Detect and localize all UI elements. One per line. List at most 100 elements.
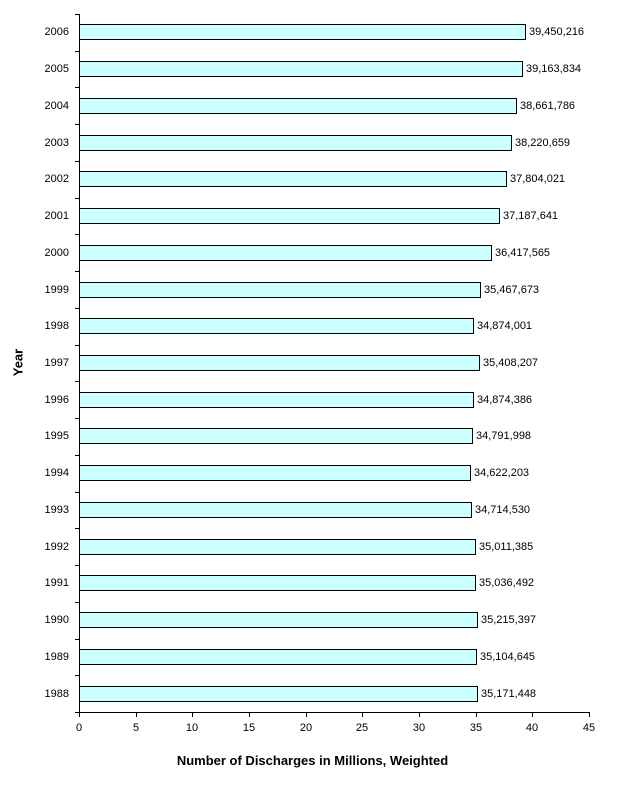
bar-2004: [79, 98, 517, 114]
y-category-label: 1994: [44, 467, 69, 479]
y-category-label: 1991: [44, 577, 69, 589]
y-tick-mark: [75, 455, 80, 456]
x-axis-title: Number of Discharges in Millions, Weight…: [176, 753, 449, 768]
bar-2001: [79, 208, 500, 224]
x-tick-label: 40: [525, 722, 539, 734]
bar-2006: [79, 24, 526, 40]
y-tick-mark: [75, 161, 80, 162]
y-category-label: 1995: [44, 430, 69, 442]
y-tick-mark: [75, 124, 80, 125]
bar-value-label: 35,215,397: [481, 614, 537, 626]
y-tick-mark: [75, 234, 80, 235]
y-category-label: 2005: [44, 63, 69, 75]
y-category-label: 1993: [44, 504, 69, 516]
y-category-label: 1992: [44, 541, 69, 553]
y-tick-mark: [75, 639, 80, 640]
bar-2003: [79, 135, 512, 151]
y-tick-mark: [75, 14, 80, 15]
bar-value-label: 39,450,216: [529, 26, 585, 38]
bar-1998: [79, 318, 474, 334]
x-tick-mark: [79, 712, 80, 717]
y-category-label: 2006: [44, 26, 69, 38]
y-tick-mark: [75, 87, 80, 88]
y-tick-mark: [75, 198, 80, 199]
x-tick-mark: [249, 712, 250, 717]
x-tick-label: 5: [132, 722, 140, 734]
y-category-label: 2003: [44, 137, 69, 149]
y-tick-mark: [75, 308, 80, 309]
y-category-label: 1999: [44, 284, 69, 296]
bar-1990: [79, 612, 478, 628]
y-tick-mark: [75, 345, 80, 346]
bar-1991: [79, 575, 476, 591]
bar-value-label: 35,104,645: [480, 651, 536, 663]
x-tick-label: 25: [355, 722, 369, 734]
x-tick-mark: [532, 712, 533, 717]
y-tick-mark: [75, 271, 80, 272]
bar-1988: [79, 686, 478, 702]
bar-1995: [79, 428, 473, 444]
y-category-label: 2002: [44, 173, 69, 185]
bar-value-label: 39,163,834: [526, 63, 582, 75]
bar-2005: [79, 61, 523, 77]
bar-2000: [79, 245, 492, 261]
bar-value-label: 37,804,021: [510, 173, 566, 185]
x-tick-label: 10: [185, 722, 199, 734]
bar-value-label: 34,791,998: [476, 430, 532, 442]
bar-value-label: 35,408,207: [483, 357, 539, 369]
y-category-label: 1997: [44, 357, 69, 369]
y-tick-mark: [75, 381, 80, 382]
bar-value-label: 34,714,530: [475, 504, 531, 516]
bar-value-label: 35,011,385: [479, 541, 534, 553]
x-tick-mark: [419, 712, 420, 717]
y-category-label: 1989: [44, 651, 69, 663]
bar-value-label: 34,874,386: [477, 394, 533, 406]
bar-1996: [79, 392, 474, 408]
bar-value-label: 35,171,448: [481, 688, 537, 700]
y-tick-mark: [75, 528, 80, 529]
bar-value-label: 36,417,565: [495, 247, 551, 259]
y-tick-mark: [75, 492, 80, 493]
bar-1994: [79, 465, 471, 481]
x-tick-label: 45: [582, 722, 596, 734]
x-tick-label: 30: [412, 722, 426, 734]
x-axis-line: [79, 712, 590, 713]
bar-value-label: 34,622,203: [474, 467, 530, 479]
x-tick-label: 35: [469, 722, 483, 734]
y-tick-mark: [75, 675, 80, 676]
x-tick-mark: [362, 712, 363, 717]
x-tick-label: 0: [75, 722, 83, 734]
bar-value-label: 35,467,673: [484, 284, 540, 296]
y-tick-mark: [75, 565, 80, 566]
y-category-label: 1990: [44, 614, 69, 626]
y-category-label: 2000: [44, 247, 69, 259]
bar-value-label: 38,220,659: [515, 137, 571, 149]
x-tick-mark: [136, 712, 137, 717]
bar-value-label: 37,187,641: [503, 210, 559, 222]
x-tick-mark: [306, 712, 307, 717]
y-category-label: 1998: [44, 320, 69, 332]
y-category-label: 1988: [44, 688, 69, 700]
bar-1992: [79, 539, 476, 555]
x-tick-mark: [192, 712, 193, 717]
x-tick-label: 20: [299, 722, 313, 734]
y-category-label: 1996: [44, 394, 69, 406]
bar-1997: [79, 355, 480, 371]
bar-1999: [79, 282, 481, 298]
y-tick-mark: [75, 418, 80, 419]
bar-1989: [79, 649, 477, 665]
y-tick-mark: [75, 51, 80, 52]
y-axis-title: Year: [10, 348, 26, 377]
y-tick-mark: [75, 712, 80, 713]
x-tick-mark: [476, 712, 477, 717]
x-tick-label: 15: [242, 722, 256, 734]
bar-value-label: 38,661,786: [520, 100, 576, 112]
bar-value-label: 34,874,001: [477, 320, 533, 332]
y-category-label: 2004: [44, 100, 69, 112]
x-tick-mark: [589, 712, 590, 717]
bar-2002: [79, 171, 507, 187]
y-tick-mark: [75, 602, 80, 603]
y-category-label: 2001: [44, 210, 69, 222]
bar-value-label: 35,036,492: [479, 577, 535, 589]
